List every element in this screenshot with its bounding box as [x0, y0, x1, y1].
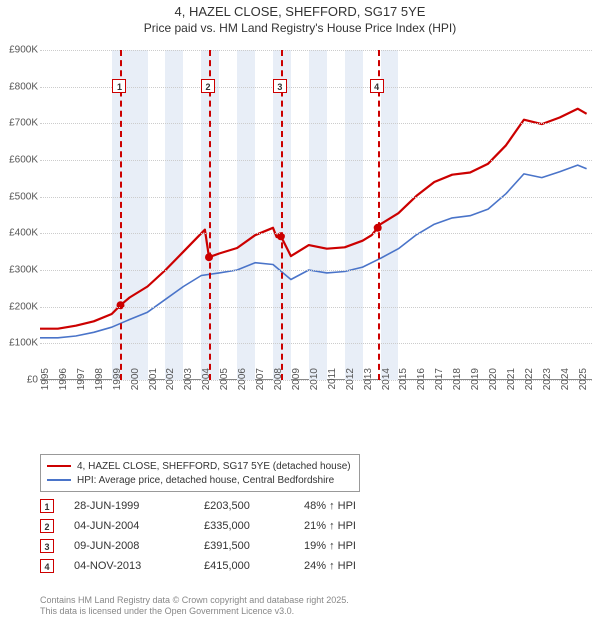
sale-marker-label: 2 — [201, 79, 215, 93]
legend-item: HPI: Average price, detached house, Cent… — [47, 473, 353, 487]
sale-date: 04-NOV-2013 — [74, 560, 204, 572]
x-tick-label: 2017 — [434, 368, 445, 398]
sale-row: 3 09-JUN-2008£391,50019% ↑ HPI — [40, 536, 394, 556]
y-tick-label: £300K — [0, 265, 38, 276]
sale-row-marker: 1 — [40, 499, 54, 513]
sale-row: 1 28-JUN-1999£203,50048% ↑ HPI — [40, 496, 394, 516]
sale-price: £203,500 — [204, 500, 304, 512]
sale-date: 28-JUN-1999 — [74, 500, 204, 512]
x-tick-label: 2019 — [470, 368, 481, 398]
x-tick-label: 2025 — [578, 368, 589, 398]
sale-row: 4 04-NOV-2013£415,00024% ↑ HPI — [40, 556, 394, 576]
sale-date: 04-JUN-2004 — [74, 520, 204, 532]
legend: 4, HAZEL CLOSE, SHEFFORD, SG17 5YE (deta… — [40, 454, 360, 492]
attribution: Contains HM Land Registry data © Crown c… — [40, 595, 349, 618]
y-gridline — [40, 233, 592, 234]
sale-marker-line — [281, 50, 283, 380]
x-tick-label: 2007 — [255, 368, 266, 398]
y-tick-label: £900K — [0, 45, 38, 56]
x-tick-label: 2022 — [524, 368, 535, 398]
x-tick-label: 2013 — [363, 368, 374, 398]
x-tick-label: 2002 — [165, 368, 176, 398]
y-tick-label: £0 — [0, 375, 38, 386]
sale-marker-label: 4 — [370, 79, 384, 93]
x-tick-label: 2020 — [488, 368, 499, 398]
chart-container: 4, HAZEL CLOSE, SHEFFORD, SG17 5YE Price… — [0, 4, 600, 624]
line-layer — [40, 50, 592, 380]
y-gridline — [40, 307, 592, 308]
sale-price: £391,500 — [204, 540, 304, 552]
y-tick-label: £200K — [0, 301, 38, 312]
y-tick-label: £700K — [0, 118, 38, 129]
sale-date: 09-JUN-2008 — [74, 540, 204, 552]
x-tick-label: 2024 — [560, 368, 571, 398]
sale-price: £335,000 — [204, 520, 304, 532]
attribution-line: This data is licensed under the Open Gov… — [40, 606, 349, 618]
x-tick-label: 2018 — [452, 368, 463, 398]
y-gridline — [40, 343, 592, 344]
chart-title: 4, HAZEL CLOSE, SHEFFORD, SG17 5YE — [0, 4, 600, 19]
sale-price: £415,000 — [204, 560, 304, 572]
plot-region: £0£100K£200K£300K£400K£500K£600K£700K£80… — [40, 50, 592, 380]
y-tick-label: £800K — [0, 81, 38, 92]
x-tick-label: 2010 — [309, 368, 320, 398]
sale-row-marker: 4 — [40, 559, 54, 573]
sale-pct: 48% ↑ HPI — [304, 500, 394, 512]
x-tick-label: 1998 — [94, 368, 105, 398]
sales-table: 1 28-JUN-1999£203,50048% ↑ HPI 2 04-JUN-200… — [40, 496, 394, 576]
x-tick-label: 2009 — [291, 368, 302, 398]
x-tick-label: 2011 — [327, 368, 338, 398]
chart-subtitle: Price paid vs. HM Land Registry's House … — [0, 21, 600, 35]
y-gridline — [40, 50, 592, 51]
x-tick-label: 2023 — [542, 368, 553, 398]
legend-swatch — [47, 465, 71, 467]
x-tick-label: 2005 — [219, 368, 230, 398]
x-tick-label: 1995 — [40, 368, 51, 398]
sale-marker-line — [378, 50, 380, 380]
legend-item: 4, HAZEL CLOSE, SHEFFORD, SG17 5YE (deta… — [47, 459, 353, 473]
sale-marker-label: 3 — [273, 79, 287, 93]
x-tick-label: 2014 — [381, 368, 392, 398]
y-tick-label: £500K — [0, 191, 38, 202]
sale-pct: 21% ↑ HPI — [304, 520, 394, 532]
attribution-line: Contains HM Land Registry data © Crown c… — [40, 595, 349, 607]
x-tick-label: 2000 — [130, 368, 141, 398]
y-gridline — [40, 197, 592, 198]
y-tick-label: £400K — [0, 228, 38, 239]
sale-row: 2 04-JUN-2004£335,00021% ↑ HPI — [40, 516, 394, 536]
x-tick-label: 2012 — [345, 368, 356, 398]
legend-swatch — [47, 479, 71, 481]
x-tick-label: 1996 — [58, 368, 69, 398]
x-tick-label: 2001 — [148, 368, 159, 398]
sale-pct: 19% ↑ HPI — [304, 540, 394, 552]
x-tick-label: 2006 — [237, 368, 248, 398]
y-gridline — [40, 160, 592, 161]
x-tick-label: 1997 — [76, 368, 87, 398]
sale-pct: 24% ↑ HPI — [304, 560, 394, 572]
legend-label: 4, HAZEL CLOSE, SHEFFORD, SG17 5YE (deta… — [77, 461, 351, 472]
chart-area: £0£100K£200K£300K£400K£500K£600K£700K£80… — [40, 50, 592, 410]
y-gridline — [40, 123, 592, 124]
x-tick-label: 2016 — [416, 368, 427, 398]
legend-label: HPI: Average price, detached house, Cent… — [77, 475, 334, 486]
x-tick-label: 2003 — [183, 368, 194, 398]
sale-row-marker: 3 — [40, 539, 54, 553]
y-gridline — [40, 270, 592, 271]
sale-marker-label: 1 — [112, 79, 126, 93]
y-tick-label: £100K — [0, 338, 38, 349]
x-tick-label: 2015 — [398, 368, 409, 398]
sale-marker-line — [209, 50, 211, 380]
sale-marker-line — [120, 50, 122, 380]
y-tick-label: £600K — [0, 155, 38, 166]
x-tick-label: 2021 — [506, 368, 517, 398]
sale-row-marker: 2 — [40, 519, 54, 533]
